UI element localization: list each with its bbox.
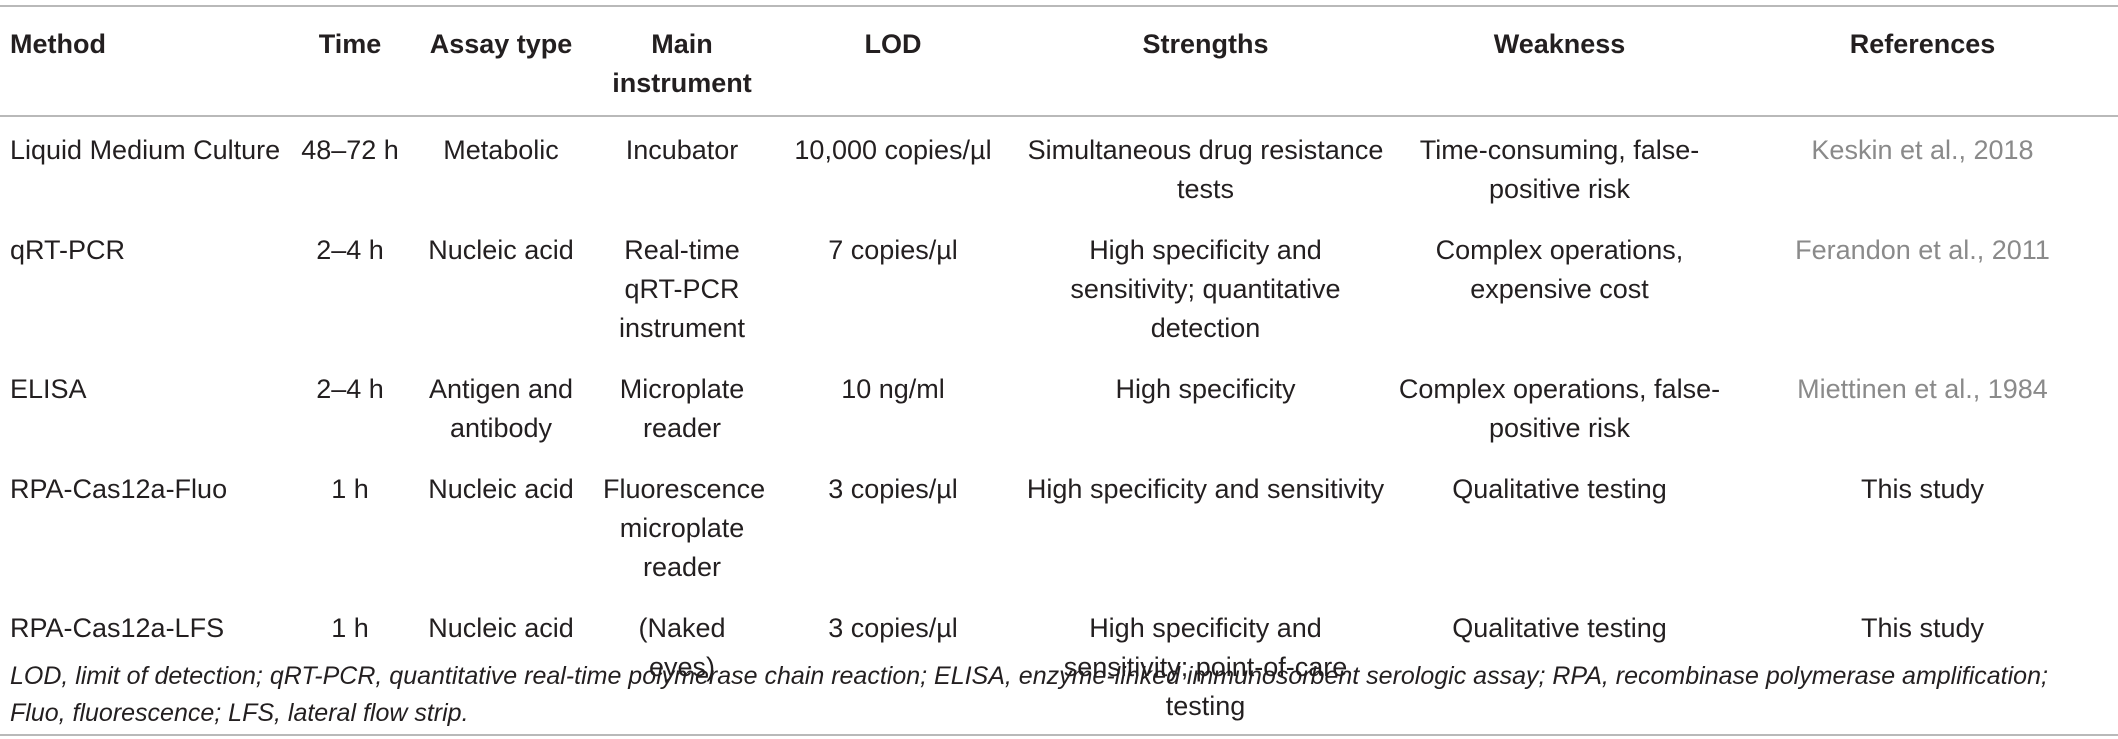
cell-main-instrument: Incubator xyxy=(625,135,739,165)
cell-lod: 3 copies/µl xyxy=(828,474,958,504)
cell-assay-type: Metabolic xyxy=(443,135,559,165)
table-row: ELISA 2–4 h Antigen and antibody Micropl… xyxy=(0,360,2118,460)
cell-weakness: Qualitative testing xyxy=(1452,613,1667,643)
cell-reference-link[interactable]: Keskin et al., 2018 xyxy=(1811,135,2034,165)
cell-reference: This study xyxy=(1860,474,1985,504)
cell-assay-type: Nucleic acid xyxy=(428,235,574,265)
header-time: Time xyxy=(318,29,382,59)
cell-strengths: High specificity and sensitivity xyxy=(1026,474,1385,504)
header-main-instrument: Main instrument xyxy=(612,29,752,98)
header-method: Method xyxy=(10,29,106,59)
cell-method: qRT-PCR xyxy=(10,235,126,265)
header-references: References xyxy=(1849,29,1996,59)
header-row: Method Time Assay type Main instrument L… xyxy=(0,6,2118,116)
cell-strengths: Simultaneous drug resistance tests xyxy=(1027,135,1384,204)
cell-assay-type: Antigen and antibody xyxy=(428,374,574,443)
cell-main-instrument: (Naked eyes) xyxy=(638,613,726,682)
cell-strengths: High specificity and sensitivity; point-… xyxy=(1063,613,1348,721)
table-row: qRT-PCR 2–4 h Nucleic acid Real-time qRT… xyxy=(0,221,2118,360)
cell-time: 48–72 h xyxy=(301,135,399,165)
cell-assay-type: Nucleic acid xyxy=(428,474,574,504)
cell-main-instrument: Real-time qRT-PCR instrument xyxy=(618,235,746,343)
table-row: RPA-Cas12a-Fluo 1 h Nucleic acid Fluores… xyxy=(0,460,2118,599)
cell-weakness: Complex operations, false-positive risk xyxy=(1398,374,1721,443)
cell-assay-type: Nucleic acid xyxy=(428,613,574,643)
cell-reference-link[interactable]: Miettinen et al., 1984 xyxy=(1797,374,2048,404)
cell-method: Liquid Medium Culture xyxy=(10,135,281,165)
cell-time: 2–4 h xyxy=(316,235,384,265)
table-row: RPA-Cas12a-LFS 1 h Nucleic acid (Naked e… xyxy=(0,599,2118,735)
cell-lod: 10,000 copies/µl xyxy=(794,135,992,165)
table-header: Method Time Assay type Main instrument L… xyxy=(0,6,2118,116)
table-body: Liquid Medium Culture 48–72 h Metabolic … xyxy=(0,116,2118,735)
cell-weakness: Complex operations, expensive cost xyxy=(1435,235,1684,304)
cell-lod: 7 copies/µl xyxy=(828,235,958,265)
cell-method: RPA-Cas12a-Fluo xyxy=(10,474,228,504)
header-strengths: Strengths xyxy=(1142,29,1269,59)
cell-lod: 3 copies/µl xyxy=(828,613,958,643)
cell-reference: This study xyxy=(1860,613,1985,643)
table-row: Liquid Medium Culture 48–72 h Metabolic … xyxy=(0,116,2118,221)
cell-main-instrument: Fluorescence microplate reader xyxy=(603,474,766,582)
comparison-table: Method Time Assay type Main instrument L… xyxy=(0,5,2118,736)
cell-weakness: Qualitative testing xyxy=(1452,474,1667,504)
cell-method: ELISA xyxy=(10,374,87,404)
cell-method: RPA-Cas12a-LFS xyxy=(10,613,225,643)
cell-time: 2–4 h xyxy=(316,374,384,404)
header-weakness: Weakness xyxy=(1493,29,1626,59)
table-footnote: LOD, limit of detection; qRT-PCR, quanti… xyxy=(10,662,2048,727)
header-lod: LOD xyxy=(864,29,922,59)
cell-lod: 10 ng/ml xyxy=(841,374,945,404)
cell-time: 1 h xyxy=(331,613,369,643)
cell-reference-link[interactable]: Ferandon et al., 2011 xyxy=(1795,235,2050,265)
cell-time: 1 h xyxy=(331,474,369,504)
cell-strengths: High specificity and sensitivity; quanti… xyxy=(1070,235,1341,343)
header-assay-type: Assay type xyxy=(429,29,573,59)
cell-main-instrument: Microplate reader xyxy=(619,374,745,443)
cell-strengths: High specificity xyxy=(1115,374,1296,404)
cell-weakness: Time-consuming, false-positive risk xyxy=(1419,135,1700,204)
